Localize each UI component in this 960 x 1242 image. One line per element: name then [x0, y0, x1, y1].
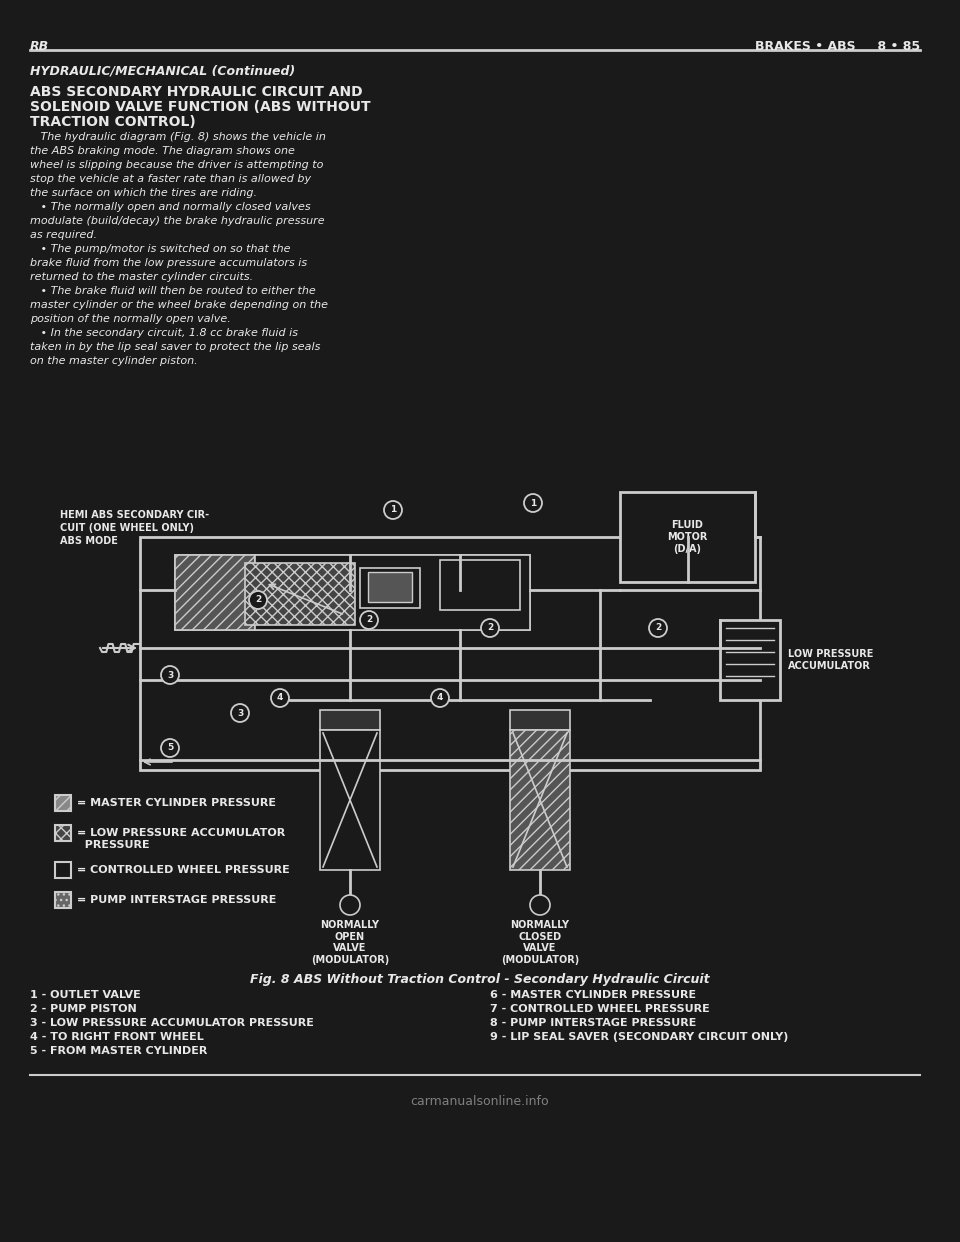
- Text: modulate (build/decay) the brake hydraulic pressure: modulate (build/decay) the brake hydraul…: [30, 216, 324, 226]
- Text: 2: 2: [366, 616, 372, 625]
- Text: HYDRAULIC/MECHANICAL (Continued): HYDRAULIC/MECHANICAL (Continued): [30, 65, 296, 78]
- Text: = LOW PRESSURE ACCUMULATOR: = LOW PRESSURE ACCUMULATOR: [77, 828, 285, 838]
- Text: NORMALLY
OPEN
VALVE
(MODULATOR): NORMALLY OPEN VALVE (MODULATOR): [311, 920, 389, 965]
- Circle shape: [481, 619, 499, 637]
- Text: the surface on which the tires are riding.: the surface on which the tires are ridin…: [30, 188, 257, 197]
- Bar: [440, 560, 520, 610]
- Text: carmanualsonline.info: carmanualsonline.info: [411, 1095, 549, 1108]
- Circle shape: [340, 895, 360, 915]
- Text: The hydraulic diagram (Fig. 8) shows the vehicle in: The hydraulic diagram (Fig. 8) shows the…: [30, 132, 325, 142]
- Text: 5 - FROM MASTER CYLINDER: 5 - FROM MASTER CYLINDER: [30, 1046, 207, 1056]
- Text: 7 - CONTROLLED WHEEL PRESSURE: 7 - CONTROLLED WHEEL PRESSURE: [490, 1004, 709, 1013]
- Bar: [175, 555, 530, 630]
- Text: • The brake fluid will then be routed to either the: • The brake fluid will then be routed to…: [30, 286, 316, 296]
- Bar: [620, 492, 755, 582]
- Text: FLUID
MOTOR
(D/A): FLUID MOTOR (D/A): [667, 520, 708, 554]
- Text: Fig. 8 ABS Without Traction Control - Secondary Hydraulic Circuit: Fig. 8 ABS Without Traction Control - Se…: [251, 972, 709, 986]
- Circle shape: [649, 619, 667, 637]
- Bar: [245, 563, 355, 625]
- Circle shape: [431, 689, 449, 707]
- Text: as required.: as required.: [30, 230, 97, 240]
- Text: 3 - LOW PRESSURE ACCUMULATOR PRESSURE: 3 - LOW PRESSURE ACCUMULATOR PRESSURE: [30, 1018, 314, 1028]
- Text: LOW PRESSURE
ACCUMULATOR: LOW PRESSURE ACCUMULATOR: [788, 650, 874, 671]
- Text: 8 - PUMP INTERSTAGE PRESSURE: 8 - PUMP INTERSTAGE PRESSURE: [490, 1018, 696, 1028]
- Text: 2: 2: [655, 623, 661, 632]
- Text: returned to the master cylinder circuits.: returned to the master cylinder circuits…: [30, 272, 253, 282]
- Text: the ABS braking mode. The diagram shows one: the ABS braking mode. The diagram shows …: [30, 147, 295, 156]
- Text: • The normally open and normally closed valves: • The normally open and normally closed …: [30, 202, 311, 212]
- Circle shape: [384, 501, 402, 519]
- Bar: [55, 795, 71, 811]
- Text: = MASTER CYLINDER PRESSURE: = MASTER CYLINDER PRESSURE: [77, 799, 276, 809]
- Bar: [175, 555, 255, 630]
- Circle shape: [271, 689, 289, 707]
- Text: PRESSURE: PRESSURE: [77, 840, 150, 850]
- Text: 4: 4: [276, 693, 283, 703]
- Bar: [55, 825, 71, 841]
- Text: wheel is slipping because the driver is attempting to: wheel is slipping because the driver is …: [30, 160, 324, 170]
- Bar: [320, 730, 380, 869]
- Circle shape: [524, 494, 542, 512]
- Text: 1: 1: [530, 498, 536, 508]
- Bar: [55, 892, 71, 908]
- Text: 2: 2: [254, 595, 261, 605]
- Text: 3: 3: [237, 708, 243, 718]
- Text: 4: 4: [437, 693, 444, 703]
- Circle shape: [161, 666, 179, 684]
- Text: TRACTION CONTROL): TRACTION CONTROL): [30, 116, 196, 129]
- Bar: [720, 620, 780, 700]
- Bar: [255, 555, 530, 630]
- Text: stop the vehicle at a faster rate than is allowed by: stop the vehicle at a faster rate than i…: [30, 174, 311, 184]
- Text: 3: 3: [167, 671, 173, 679]
- Text: BRAKES • ABS     8 • 85: BRAKES • ABS 8 • 85: [755, 40, 920, 53]
- Text: 5: 5: [167, 744, 173, 753]
- Text: position of the normally open valve.: position of the normally open valve.: [30, 314, 230, 324]
- Text: 1: 1: [390, 505, 396, 514]
- Circle shape: [530, 895, 550, 915]
- Text: master cylinder or the wheel brake depending on the: master cylinder or the wheel brake depen…: [30, 301, 328, 310]
- Text: 2 - PUMP PISTON: 2 - PUMP PISTON: [30, 1004, 136, 1013]
- Text: = PUMP INTERSTAGE PRESSURE: = PUMP INTERSTAGE PRESSURE: [77, 895, 276, 905]
- Circle shape: [249, 591, 267, 609]
- Text: RB: RB: [30, 40, 49, 53]
- Circle shape: [231, 704, 249, 722]
- Text: • The pump/motor is switched on so that the: • The pump/motor is switched on so that …: [30, 243, 291, 255]
- Bar: [320, 710, 380, 730]
- Bar: [510, 730, 570, 869]
- Text: 6 - MASTER CYLINDER PRESSURE: 6 - MASTER CYLINDER PRESSURE: [490, 990, 696, 1000]
- Text: 4 - TO RIGHT FRONT WHEEL: 4 - TO RIGHT FRONT WHEEL: [30, 1032, 204, 1042]
- Text: 2: 2: [487, 623, 493, 632]
- Text: SOLENOID VALVE FUNCTION (ABS WITHOUT: SOLENOID VALVE FUNCTION (ABS WITHOUT: [30, 101, 371, 114]
- Bar: [510, 710, 570, 730]
- Text: NORMALLY
CLOSED
VALVE
(MODULATOR): NORMALLY CLOSED VALVE (MODULATOR): [501, 920, 579, 965]
- Bar: [360, 568, 420, 609]
- Text: • In the secondary circuit, 1.8 cc brake fluid is: • In the secondary circuit, 1.8 cc brake…: [30, 328, 298, 338]
- Text: = CONTROLLED WHEEL PRESSURE: = CONTROLLED WHEEL PRESSURE: [77, 864, 290, 876]
- Bar: [55, 862, 71, 878]
- Text: 9 - LIP SEAL SAVER (SECONDARY CIRCUIT ONLY): 9 - LIP SEAL SAVER (SECONDARY CIRCUIT ON…: [490, 1032, 788, 1042]
- Circle shape: [161, 739, 179, 758]
- Bar: [368, 573, 412, 602]
- Text: 1 - OUTLET VALVE: 1 - OUTLET VALVE: [30, 990, 141, 1000]
- Text: HEMI ABS SECONDARY CIR-
CUIT (ONE WHEEL ONLY)
ABS MODE: HEMI ABS SECONDARY CIR- CUIT (ONE WHEEL …: [60, 510, 209, 546]
- Text: taken in by the lip seal saver to protect the lip seals: taken in by the lip seal saver to protec…: [30, 342, 321, 351]
- Text: ABS SECONDARY HYDRAULIC CIRCUIT AND: ABS SECONDARY HYDRAULIC CIRCUIT AND: [30, 84, 363, 99]
- Text: on the master cylinder piston.: on the master cylinder piston.: [30, 356, 198, 366]
- Text: brake fluid from the low pressure accumulators is: brake fluid from the low pressure accumu…: [30, 258, 307, 268]
- Circle shape: [360, 611, 378, 628]
- Bar: [140, 537, 760, 770]
